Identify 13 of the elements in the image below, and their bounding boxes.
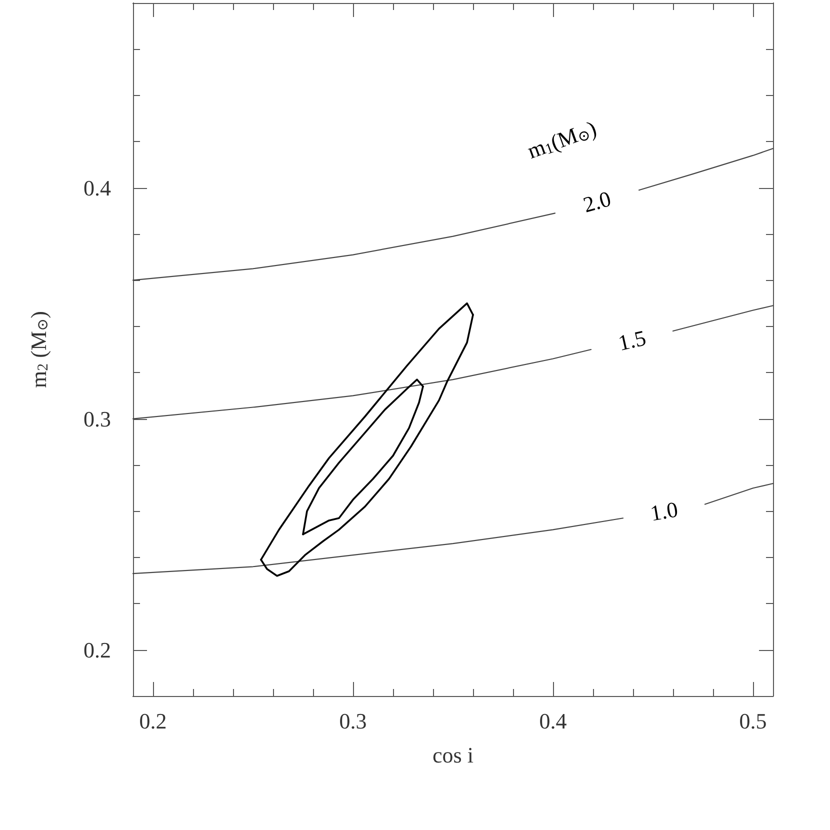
- x-tick-label: 0.2: [139, 708, 167, 734]
- y-tick-label: 0.3: [84, 406, 111, 432]
- x-axis-title: cos i: [432, 742, 474, 768]
- x-tick-label: 0.4: [539, 708, 567, 734]
- annotation: m1(M⊙): [524, 116, 600, 164]
- annotation: 1.5: [616, 325, 648, 356]
- x-tick-label: 0.3: [339, 708, 367, 734]
- y-tick-label: 0.2: [84, 637, 111, 662]
- x-tick-label: 0.5: [739, 708, 767, 734]
- y-tick-label: 0.4: [84, 175, 111, 200]
- y-axis-title: m2 (M⊙): [26, 311, 52, 388]
- annotation: 1.0: [648, 496, 680, 526]
- annotation: 2.0: [580, 186, 614, 218]
